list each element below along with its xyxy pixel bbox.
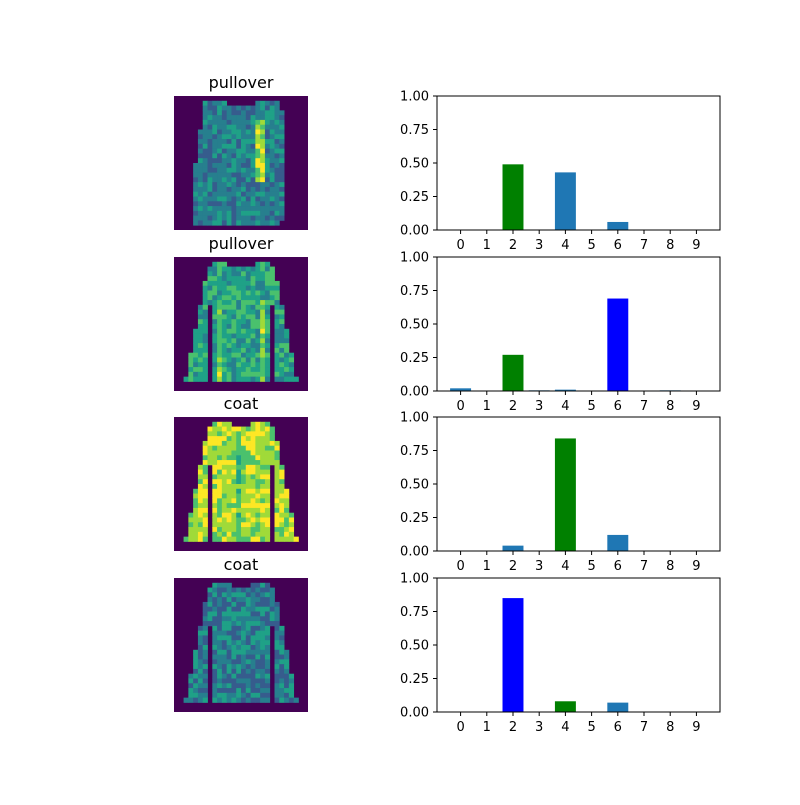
y-tick-label: 0.00 — [400, 224, 429, 239]
x-tick-label: 9 — [692, 720, 700, 735]
bar-6 — [607, 221, 629, 230]
x-tick-label: 9 — [692, 559, 700, 574]
x-tick-label: 8 — [666, 720, 674, 735]
y-tick-label: 0.00 — [400, 385, 429, 400]
image-title: coat — [224, 394, 259, 413]
fashion-image-pullover-dark — [174, 96, 308, 230]
axes-frame — [436, 577, 721, 713]
axes-frame — [436, 256, 721, 392]
probability-bar-chart-1: 0.00 0.25 0.50 0.75 1.00 0 1 2 3 4 5 6 7 8 9 — [400, 251, 721, 414]
y-tick-label: 1.00 — [400, 411, 429, 426]
x-tick-label: 0 — [456, 399, 464, 414]
x-tick-label: 6 — [614, 559, 622, 574]
y-tick-label: 0.25 — [400, 672, 429, 687]
x-tick-label: 2 — [509, 238, 517, 253]
y-tick-label: 0.00 — [400, 545, 429, 560]
bar-4 — [554, 172, 576, 230]
bar-2 — [502, 545, 524, 551]
bar-6 — [607, 298, 629, 391]
x-tick-label: 9 — [692, 399, 700, 414]
image-title: pullover — [209, 234, 274, 253]
probability-bar-chart-3: 0.00 0.25 0.50 0.75 1.00 0 1 2 3 4 5 6 7 8 9 — [400, 572, 721, 735]
y-tick-label: 0.25 — [400, 511, 429, 526]
x-tick-label: 8 — [666, 559, 674, 574]
bar-0 — [450, 388, 472, 391]
x-tick-label: 5 — [587, 238, 595, 253]
x-tick-label: 2 — [509, 559, 517, 574]
axes-frame — [436, 95, 721, 231]
x-tick-label: 5 — [587, 559, 595, 574]
bar-6 — [607, 702, 629, 712]
bar-2 — [502, 354, 524, 391]
bar-2 — [502, 164, 524, 230]
y-tick-label: 1.00 — [400, 90, 429, 105]
x-tick-label: 1 — [483, 399, 491, 414]
x-tick-label: 3 — [535, 399, 543, 414]
x-tick-label: 4 — [561, 399, 569, 414]
y-tick-label: 0.75 — [400, 123, 429, 138]
figure-row-3: coat 0.00 0.25 0.50 0.75 1.00 0 1 2 3 4 5 6 7 8 9 — [174, 555, 721, 735]
y-tick-label: 0.50 — [400, 157, 429, 172]
x-tick-label: 1 — [483, 559, 491, 574]
x-tick-label: 7 — [640, 720, 648, 735]
fashion-image-pullover-hood — [174, 257, 308, 391]
probability-bar-chart-2: 0.00 0.25 0.50 0.75 1.00 0 1 2 3 4 5 6 7 8 9 — [400, 411, 721, 574]
y-tick-label: 0.25 — [400, 190, 429, 205]
x-tick-label: 7 — [640, 399, 648, 414]
x-tick-label: 2 — [509, 399, 517, 414]
y-tick-label: 0.50 — [400, 639, 429, 654]
bar-4 — [554, 701, 576, 712]
y-tick-label: 0.25 — [400, 351, 429, 366]
image-title: coat — [224, 555, 259, 574]
x-tick-label: 6 — [614, 720, 622, 735]
x-tick-label: 7 — [640, 238, 648, 253]
probability-bar-chart-0: 0.00 0.25 0.50 0.75 1.00 0 1 2 3 4 5 6 7 8 9 — [400, 90, 721, 253]
figure-row-0: pullover 0.00 0.25 0.50 0.75 1.00 0 1 2 3 4 5 6 7 8 9 — [174, 73, 721, 253]
axes-frame — [436, 416, 721, 552]
x-tick-label: 4 — [561, 559, 569, 574]
x-tick-label: 6 — [614, 238, 622, 253]
x-tick-label: 1 — [483, 238, 491, 253]
y-tick-label: 0.75 — [400, 444, 429, 459]
x-tick-label: 3 — [535, 238, 543, 253]
x-tick-label: 6 — [614, 399, 622, 414]
bar-4 — [554, 389, 576, 391]
figure-row-2: coat 0.00 0.25 0.50 0.75 1.00 0 1 2 3 4 5 6 7 8 9 — [174, 394, 721, 574]
x-tick-label: 1 — [483, 720, 491, 735]
x-tick-label: 0 — [456, 720, 464, 735]
x-tick-label: 3 — [535, 720, 543, 735]
figure-row-1: pullover 0.00 0.25 0.50 0.75 1.00 0 1 2 3 4 5 6 7 8 9 — [174, 234, 721, 414]
x-tick-label: 0 — [456, 238, 464, 253]
y-tick-label: 0.50 — [400, 478, 429, 493]
x-tick-label: 7 — [640, 559, 648, 574]
bar-6 — [607, 534, 629, 551]
x-tick-label: 4 — [561, 238, 569, 253]
y-tick-label: 0.75 — [400, 605, 429, 620]
x-tick-label: 5 — [587, 399, 595, 414]
y-tick-label: 0.50 — [400, 318, 429, 333]
x-tick-label: 8 — [666, 399, 674, 414]
fashion-image-coat-bright — [174, 417, 308, 551]
y-tick-label: 1.00 — [400, 251, 429, 266]
x-tick-label: 2 — [509, 720, 517, 735]
x-tick-label: 4 — [561, 720, 569, 735]
y-tick-label: 0.00 — [400, 706, 429, 721]
fashion-image-coat-dark — [174, 578, 308, 712]
x-tick-label: 3 — [535, 559, 543, 574]
y-tick-label: 1.00 — [400, 572, 429, 587]
bar-2 — [502, 598, 524, 712]
x-tick-label: 8 — [666, 238, 674, 253]
y-tick-label: 0.75 — [400, 284, 429, 299]
x-tick-label: 5 — [587, 720, 595, 735]
bar-4 — [554, 438, 576, 551]
x-tick-label: 9 — [692, 238, 700, 253]
x-tick-label: 0 — [456, 559, 464, 574]
image-title: pullover — [209, 73, 274, 92]
